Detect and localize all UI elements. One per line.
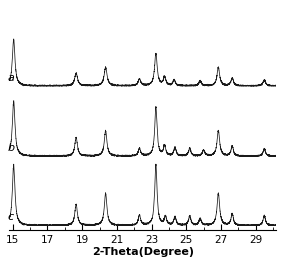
Text: b: b bbox=[8, 143, 15, 153]
Text: c: c bbox=[8, 212, 14, 222]
Text: a: a bbox=[8, 73, 14, 83]
X-axis label: 2-Theta(Degree): 2-Theta(Degree) bbox=[92, 247, 194, 257]
